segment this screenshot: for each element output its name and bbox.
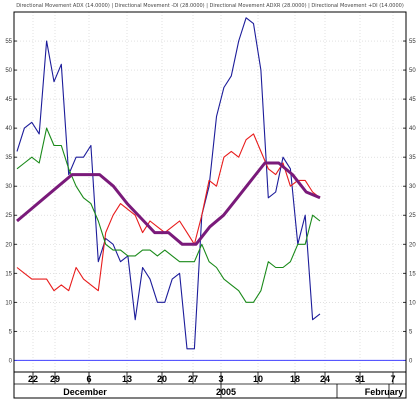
- year-label-2005: 2005: [216, 387, 236, 397]
- y-tick-label-right: 15: [409, 271, 416, 277]
- x-tick-label: 20: [157, 374, 167, 384]
- y-tick-label-right: 40: [409, 126, 416, 132]
- x-tick-label: 18: [290, 374, 300, 384]
- month-label-february: February: [365, 387, 404, 397]
- x-tick-label: 31: [355, 374, 365, 384]
- y-tick-label-left: 55: [5, 39, 12, 45]
- x-tick-label: 13: [122, 374, 132, 384]
- y-tick-label-left: 50: [5, 68, 12, 74]
- y-tick-label-left: 30: [5, 184, 12, 190]
- y-axis-right: 0 5 10 15 20 25 30 35 40 45 50 55: [409, 39, 416, 364]
- y-tick-label-left: 40: [5, 126, 12, 132]
- x-tick-label: 7: [390, 374, 395, 384]
- y-tick-label-right: 55: [409, 39, 416, 45]
- month-label-december: December: [63, 387, 107, 397]
- y-axis-left: 0 5 10 15 20 25 30 35 40 45 50 55: [5, 39, 12, 364]
- y-tick-label-left: 10: [5, 300, 12, 306]
- y-tick-label-left: 15: [5, 271, 12, 277]
- y-tick-label-right: 10: [409, 300, 416, 306]
- y-tick-label-right: 20: [409, 242, 416, 248]
- x-tick-label: 29: [50, 374, 60, 384]
- series-layer: [16, 17, 321, 350]
- y-tick-label-left: 45: [5, 97, 12, 103]
- y-tick-label-right: 5: [409, 329, 413, 335]
- y-tick-label-left: 25: [5, 213, 12, 219]
- y-tick-label-left: 0: [9, 358, 13, 364]
- line-series3: [16, 127, 321, 303]
- y-tick-label-left: 20: [5, 242, 12, 248]
- y-tick-label-right: 45: [409, 97, 416, 103]
- y-tick-label-left: 35: [5, 155, 12, 161]
- y-tick-label-left: 5: [9, 329, 13, 335]
- y-tick-label-right: 0: [409, 358, 413, 364]
- x-tick-label: 3: [218, 374, 223, 384]
- x-tick-label: 22: [28, 374, 38, 384]
- x-axis: 22 29 6 13 20 27 3 10 18 24 31 7 December 2005 Februar…: [13, 372, 404, 398]
- x-tick-label: 24: [320, 374, 330, 384]
- x-tick-label: 10: [253, 374, 263, 384]
- y-tick-label-right: 30: [409, 184, 416, 190]
- y-tick-label-right: 50: [409, 68, 416, 74]
- y-tick-label-right: 35: [409, 155, 416, 161]
- chart-title: Directional Movement ADX (14.0000) | Dir…: [16, 3, 404, 9]
- line-series2: [16, 133, 321, 292]
- line-series1: [16, 17, 321, 350]
- line-series4: [16, 161, 321, 246]
- gridlines: [14, 12, 406, 372]
- x-tick-label: 6: [86, 374, 91, 384]
- y-tick-label-right: 25: [409, 213, 416, 219]
- x-tick-label: 27: [188, 374, 198, 384]
